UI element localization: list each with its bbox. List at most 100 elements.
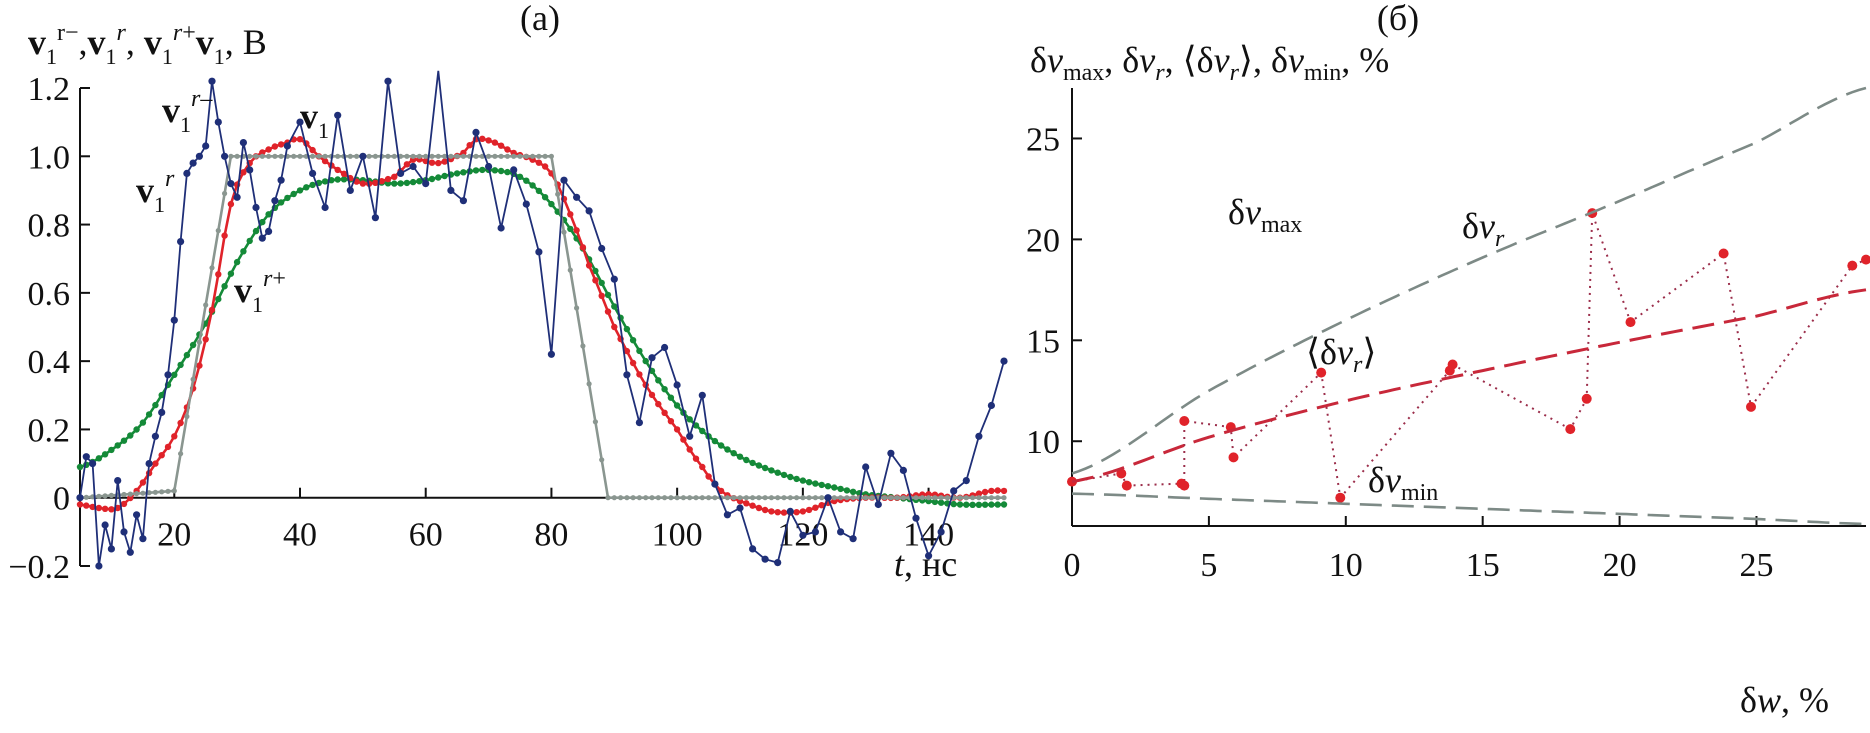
panel-a-xtick-label: 20 xyxy=(157,517,191,554)
point-v1r− xyxy=(334,166,341,174)
panel-a-xtick-label: 60 xyxy=(409,517,443,554)
point-v1r+ xyxy=(127,432,134,439)
point-v1r+ xyxy=(428,175,436,183)
panel-b-xtick-label: 5 xyxy=(1200,547,1217,584)
point-v1r xyxy=(542,153,548,159)
point-v1r+ xyxy=(265,211,272,218)
point-v1r xyxy=(196,339,202,345)
point-v1r xyxy=(919,495,925,501)
point-v1r xyxy=(982,495,988,501)
point-v1r xyxy=(165,488,171,494)
point-v1r xyxy=(662,495,668,501)
point-v1r+ xyxy=(969,501,976,508)
point-v1r xyxy=(976,495,982,501)
series-δvr xyxy=(1067,208,1870,503)
point-v1 xyxy=(573,193,581,201)
point-v1r− xyxy=(636,371,643,378)
point-dv-r xyxy=(1625,317,1636,328)
point-v1r+ xyxy=(805,479,813,486)
point-v1 xyxy=(239,139,247,147)
point-v1r xyxy=(548,153,555,159)
point-v1r xyxy=(146,490,152,496)
point-v1r xyxy=(743,495,749,501)
panel-a-ytick-label: 0 xyxy=(53,481,70,518)
point-v1r− xyxy=(717,487,725,495)
panel-b-xtick-label: 20 xyxy=(1603,547,1637,584)
point-v1r xyxy=(291,153,297,159)
point-v1r+ xyxy=(717,442,725,449)
point-v1 xyxy=(811,528,820,536)
point-v1 xyxy=(987,401,996,410)
point-v1r+ xyxy=(831,484,838,491)
point-v1 xyxy=(786,507,794,515)
point-v1 xyxy=(447,186,455,194)
point-v1r− xyxy=(215,271,222,278)
point-v1 xyxy=(799,531,807,539)
point-v1r xyxy=(768,495,775,501)
point-v1r+ xyxy=(120,437,128,444)
point-v1r xyxy=(574,305,580,311)
point-v1r+ xyxy=(761,464,769,472)
point-v1 xyxy=(736,504,744,512)
point-v1r+ xyxy=(655,377,662,384)
point-v1r xyxy=(787,495,793,501)
point-v1r xyxy=(266,153,272,159)
point-v1r xyxy=(391,153,397,159)
point-v1r− xyxy=(208,306,216,314)
panel-a-xtick-label: 140 xyxy=(903,517,954,554)
panel-b-ytick-label: 10 xyxy=(1026,424,1060,461)
panel-b-ytick-label: 25 xyxy=(1026,121,1060,158)
point-v1r+ xyxy=(95,455,103,462)
label-v1: v1 xyxy=(300,96,329,143)
series-line-δvr xyxy=(1071,212,1867,500)
point-v1r xyxy=(127,491,133,497)
point-v1r− xyxy=(321,157,329,165)
point-v1r xyxy=(121,491,127,498)
series-⟨δvr⟩ xyxy=(1071,288,1867,484)
point-v1 xyxy=(661,343,669,352)
point-v1r− xyxy=(573,227,580,234)
point-v1r+ xyxy=(296,187,304,194)
point-v1 xyxy=(126,548,134,556)
point-v1r− xyxy=(177,419,184,427)
point-v1r xyxy=(900,495,907,501)
panel-a-ytick-label: −0.2 xyxy=(8,549,70,586)
panel-b: (б) δvmax, δvr, ⟨δvr⟩, δvmin, % 10 15 20 25… xyxy=(1026,0,1870,720)
point-v1r xyxy=(184,413,190,420)
point-dv-r xyxy=(1116,468,1127,479)
point-v1r+ xyxy=(567,225,574,233)
point-dv-r xyxy=(1335,492,1346,503)
point-v1r xyxy=(310,153,316,159)
point-v1r− xyxy=(579,244,587,251)
point-v1r+ xyxy=(787,473,794,481)
point-v1r xyxy=(794,495,800,501)
point-v1r− xyxy=(692,455,700,462)
point-v1r− xyxy=(101,505,109,512)
point-v1r+ xyxy=(397,180,404,187)
panel-a-xlabel: t, нс xyxy=(894,544,957,584)
point-v1r xyxy=(926,495,932,501)
point-v1r xyxy=(882,495,888,501)
point-v1r xyxy=(712,495,718,501)
point-v1r xyxy=(988,495,995,501)
point-v1r xyxy=(259,153,265,159)
point-v1 xyxy=(774,559,782,567)
point-v1 xyxy=(346,186,354,194)
point-v1r+ xyxy=(101,451,109,458)
point-v1r xyxy=(674,495,680,501)
point-v1r+ xyxy=(233,258,241,266)
point-v1r xyxy=(134,491,140,497)
point-v1r+ xyxy=(981,501,989,508)
point-v1 xyxy=(252,203,260,212)
point-v1r+ xyxy=(259,218,266,226)
point-v1r+ xyxy=(284,194,291,202)
point-v1 xyxy=(497,224,505,232)
panel-a-xtick-label: 80 xyxy=(534,517,568,554)
point-v1r xyxy=(995,495,1001,501)
point-v1r+ xyxy=(215,295,222,303)
point-v1r− xyxy=(774,509,781,516)
point-v1r xyxy=(831,495,837,501)
point-v1r xyxy=(416,153,422,159)
point-v1r xyxy=(668,495,674,501)
